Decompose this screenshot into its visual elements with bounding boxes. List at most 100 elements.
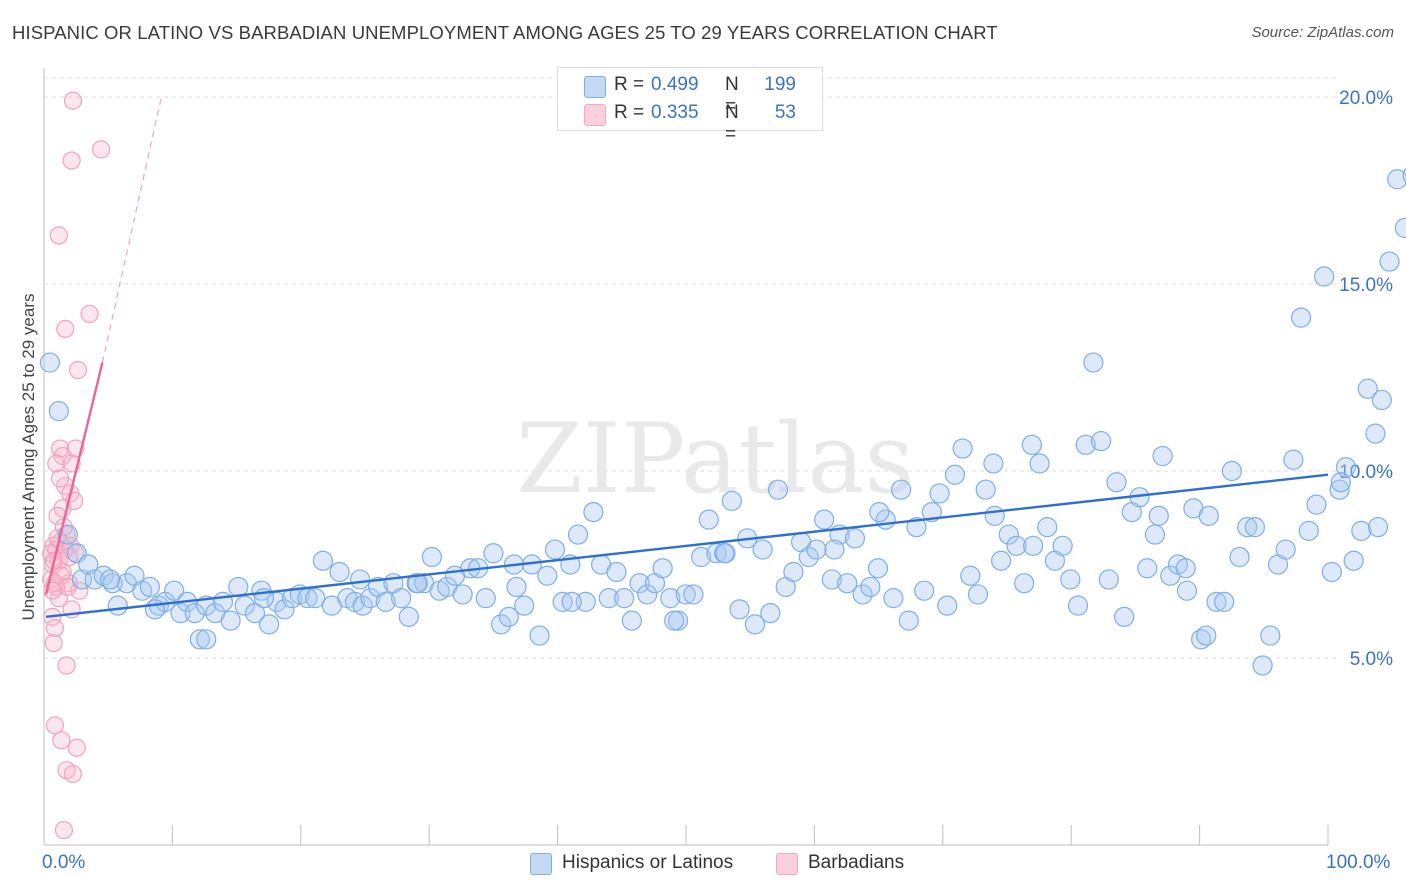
data-point-hispanics bbox=[906, 516, 927, 538]
data-point-hispanics bbox=[1023, 535, 1044, 556]
data-point-hispanics bbox=[1090, 430, 1112, 452]
data-point-hispanics bbox=[975, 479, 996, 500]
data-point-hispanics bbox=[1379, 251, 1400, 272]
data-point-hispanics bbox=[869, 502, 890, 523]
data-point-hispanics bbox=[744, 614, 766, 635]
data-point-barbadians bbox=[45, 618, 65, 638]
data-point-barbadians bbox=[54, 820, 74, 840]
source-label: Source: ZipAtlas.com bbox=[1251, 24, 1394, 41]
data-point-hispanics bbox=[798, 546, 819, 568]
data-point-hispanics bbox=[1367, 516, 1389, 538]
data-point-barbadians bbox=[63, 91, 83, 110]
data-point-hispanics bbox=[1260, 625, 1281, 646]
data-point-hispanics bbox=[1075, 434, 1096, 455]
legend-label-hispanics: Hispanics or Latinos bbox=[562, 852, 734, 873]
y-tick-label: 15.0% bbox=[1339, 275, 1393, 296]
data-point-hispanics bbox=[664, 610, 685, 631]
data-point-hispanics bbox=[814, 509, 835, 530]
data-point-hispanics bbox=[1321, 561, 1342, 583]
data-point-barbadians bbox=[44, 633, 63, 653]
data-point-hispanics bbox=[244, 603, 266, 624]
data-point-hispanics bbox=[652, 558, 673, 579]
data-point-hispanics bbox=[660, 588, 681, 609]
data-point-hispanics bbox=[1098, 569, 1119, 590]
data-point-hispanics bbox=[806, 539, 827, 560]
series-hispanics bbox=[39, 167, 1406, 676]
data-point-hispanics bbox=[514, 595, 535, 616]
data-point-hispanics bbox=[598, 588, 619, 609]
data-point-hispanics bbox=[583, 502, 604, 523]
data-point-hispanics bbox=[498, 606, 519, 627]
data-point-hispanics bbox=[1060, 569, 1081, 590]
y-tick-labels: 5.0% 10.0% 15.0% 20.0% bbox=[1339, 88, 1393, 670]
data-point-hispanics bbox=[824, 539, 845, 560]
data-point-hispanics bbox=[1394, 217, 1406, 238]
data-point-hispanics bbox=[921, 502, 942, 523]
data-point-hispanics bbox=[883, 588, 904, 609]
data-point-hispanics bbox=[1029, 453, 1050, 474]
data-point-hispanics bbox=[212, 591, 234, 613]
n-value: 53 bbox=[774, 102, 796, 123]
data-point-hispanics bbox=[821, 569, 842, 590]
legend-swatch-hispanics bbox=[530, 853, 552, 875]
data-point-hispanics bbox=[407, 573, 428, 594]
data-point-hispanics bbox=[621, 610, 642, 631]
data-point-hispanics bbox=[998, 524, 1019, 545]
legend-label-barbadians: Barbadians bbox=[808, 852, 905, 873]
data-point-hispanics bbox=[452, 584, 473, 605]
data-point-barbadians bbox=[51, 439, 70, 458]
data-point-hispanics bbox=[960, 565, 981, 586]
data-point-hispanics bbox=[305, 588, 326, 609]
data-point-hispanics bbox=[1244, 516, 1266, 538]
data-point-hispanics bbox=[274, 599, 295, 620]
data-point-hispanics bbox=[1335, 457, 1357, 478]
data-point-hispanics bbox=[258, 614, 280, 635]
data-point-hispanics bbox=[1298, 520, 1319, 541]
data-point-barbadians bbox=[67, 738, 86, 757]
data-point-hispanics bbox=[78, 554, 99, 575]
n-label: N = bbox=[725, 74, 739, 117]
data-point-hispanics bbox=[537, 565, 558, 586]
data-point-hispanics bbox=[1283, 449, 1304, 470]
r-value: 0.335 bbox=[651, 102, 699, 123]
data-point-hispanics bbox=[391, 588, 412, 609]
data-point-hispanics bbox=[421, 546, 442, 568]
data-point-barbadians bbox=[47, 454, 66, 473]
x-tick-label-left: 0.0% bbox=[42, 852, 86, 873]
data-point-hispanics bbox=[721, 490, 742, 512]
data-point-hispanics bbox=[312, 550, 334, 571]
data-point-hispanics bbox=[164, 580, 185, 601]
data-point-hispanics bbox=[614, 588, 635, 609]
legend-swatch-blue bbox=[584, 76, 606, 98]
data-point-hispanics bbox=[729, 599, 750, 620]
data-point-hispanics bbox=[1137, 558, 1158, 579]
data-point-hispanics bbox=[1306, 494, 1327, 515]
data-point-hispanics bbox=[491, 614, 512, 635]
data-point-hispanics bbox=[144, 599, 166, 620]
data-point-hispanics bbox=[360, 588, 381, 609]
data-point-hispanics bbox=[1343, 550, 1364, 571]
data-point-hispanics bbox=[929, 483, 950, 504]
data-point-hispanics bbox=[170, 603, 191, 624]
trend-line-barbadians bbox=[44, 362, 104, 595]
data-point-hispanics bbox=[767, 479, 789, 500]
data-point-barbadians bbox=[92, 140, 111, 159]
y-tick-label: 10.0% bbox=[1339, 462, 1393, 483]
data-point-hispanics bbox=[1237, 516, 1258, 538]
data-point-hispanics bbox=[475, 588, 496, 609]
data-point-barbadians bbox=[52, 731, 71, 750]
data-point-hispanics bbox=[375, 591, 396, 613]
data-point-hispanics bbox=[898, 610, 919, 631]
data-point-hispanics bbox=[529, 625, 550, 646]
x-tick-label-right: 100.0% bbox=[1326, 852, 1391, 873]
data-point-barbadians bbox=[68, 360, 88, 380]
data-point-hispanics bbox=[1214, 591, 1235, 613]
data-point-hispanics bbox=[329, 561, 350, 583]
data-point-hispanics bbox=[1052, 535, 1073, 556]
data-point-hispanics bbox=[48, 401, 69, 422]
data-point-hispanics bbox=[1152, 445, 1173, 467]
correlation-legend: R = 0.499 N = 199 R = 0.335 N = 53 bbox=[557, 67, 823, 145]
data-point-hispanics bbox=[1357, 378, 1378, 399]
data-point-hispanics bbox=[606, 561, 627, 583]
